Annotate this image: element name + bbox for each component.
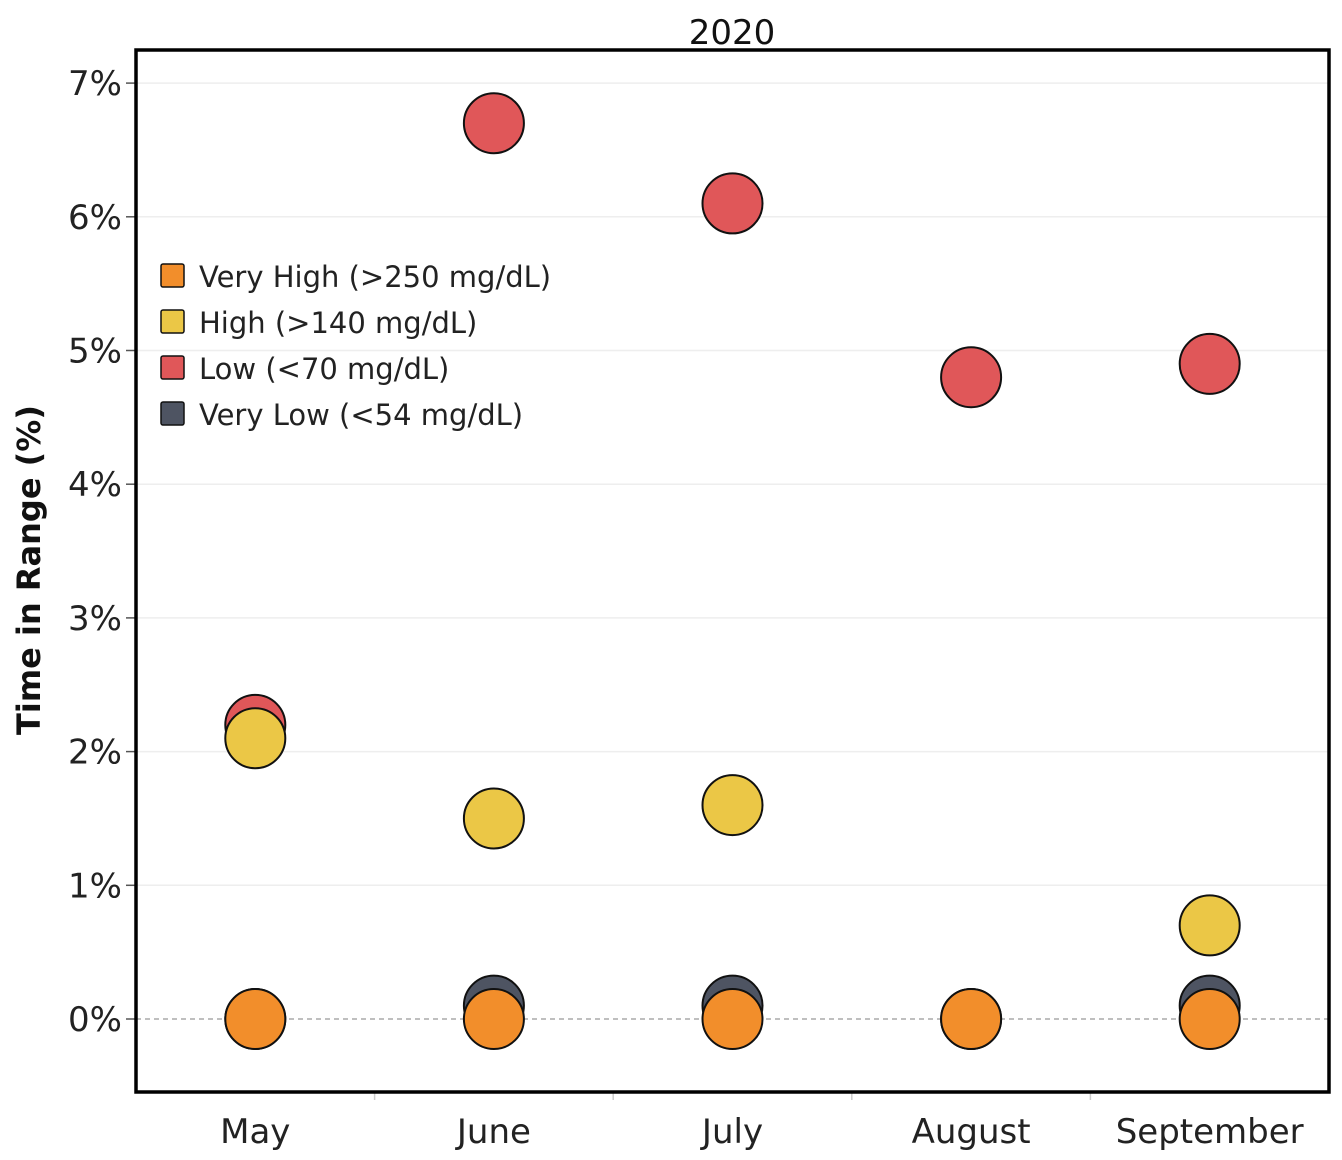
y-tick-label: 6% (68, 198, 122, 238)
y-tick-label: 5% (68, 332, 122, 372)
legend-swatch (161, 264, 184, 287)
legend-label: Very Low (<54 mg/dL) (199, 398, 523, 432)
x-tick-label: May (220, 1112, 290, 1152)
x-tick-label: June (455, 1112, 531, 1152)
y-tick-label: 4% (68, 465, 122, 505)
data-point (1180, 334, 1240, 394)
y-tick-labels: 0% 1% 2% 3% 4% 5% 6% 7% (68, 64, 136, 1040)
y-axis-label: Time in Range (%) (10, 405, 48, 735)
legend-label: Low (<70 mg/dL) (199, 352, 449, 386)
y-tick-label: 1% (68, 866, 122, 906)
data-point (941, 989, 1001, 1049)
legend-swatch (161, 356, 184, 379)
data-point (464, 788, 524, 848)
y-tick-label: 7% (68, 64, 122, 104)
data-point (225, 989, 285, 1049)
y-tick-label: 0% (68, 1000, 122, 1040)
data-point (1180, 895, 1240, 955)
data-point (703, 989, 763, 1049)
legend-swatch (161, 402, 184, 425)
data-point (703, 173, 763, 233)
data-point (703, 775, 763, 835)
chart-svg: 2020 Time in Range (%) 0%1%2%3%4%5%6%7% … (0, 0, 1342, 1160)
data-point (225, 708, 285, 768)
data-point (464, 989, 524, 1049)
x-tick-labels: May June July August September (220, 1092, 1304, 1152)
x-tick-label: July (700, 1112, 763, 1152)
data-point (464, 93, 524, 153)
data-points (225, 93, 1239, 1049)
legend-label: Very High (>250 mg/dL) (199, 260, 551, 294)
chart-title: 2020 (689, 13, 776, 53)
legend-swatch (161, 310, 184, 333)
x-tick-label: September (1116, 1112, 1304, 1152)
data-point (941, 347, 1001, 407)
y-tick-label: 3% (68, 599, 122, 639)
legend: Very High (>250 mg/dL) High (>140 mg/dL) L… (161, 260, 551, 432)
x-tick-label: August (912, 1112, 1031, 1152)
y-tick-label: 2% (68, 733, 122, 773)
data-point (1180, 989, 1240, 1049)
legend-label: High (>140 mg/dL) (199, 306, 477, 340)
